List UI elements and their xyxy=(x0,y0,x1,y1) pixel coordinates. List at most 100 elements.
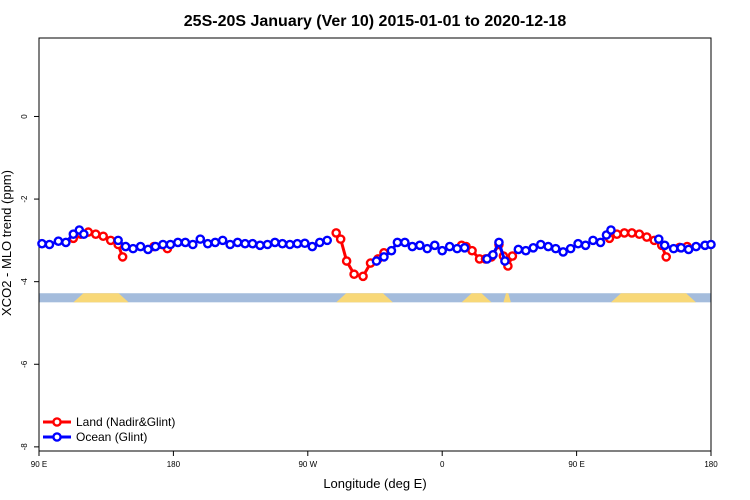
x-axis-label: Longitude (deg E) xyxy=(323,476,426,491)
y-tick-label: -6 xyxy=(20,360,29,368)
data-point xyxy=(371,256,382,266)
data-point xyxy=(358,271,368,282)
data-point xyxy=(595,237,606,248)
series-ocean xyxy=(37,225,716,266)
data-point xyxy=(400,237,410,248)
data-point xyxy=(79,229,89,239)
data-point xyxy=(195,234,206,244)
data-point xyxy=(262,239,273,250)
data-point xyxy=(232,237,243,248)
data-point xyxy=(341,256,352,266)
data-point xyxy=(61,237,71,248)
data-point xyxy=(488,250,498,260)
data-point xyxy=(349,269,359,280)
data-point xyxy=(550,243,561,254)
data-point xyxy=(225,239,235,250)
data-point xyxy=(120,241,131,252)
data-point xyxy=(653,234,664,244)
data-point xyxy=(444,241,455,252)
data-point xyxy=(437,245,448,256)
data-point xyxy=(659,240,670,251)
data-point xyxy=(386,245,397,256)
data-point xyxy=(210,237,221,248)
data-point xyxy=(580,240,591,251)
data-point xyxy=(558,247,568,257)
legend-label: Ocean (Glint) xyxy=(76,430,147,444)
data-point xyxy=(331,228,341,238)
legend-label: Land (Nadir&Glint) xyxy=(76,415,175,429)
data-point xyxy=(113,235,123,246)
data-point xyxy=(240,238,250,249)
data-point xyxy=(706,239,716,250)
data-point xyxy=(37,238,47,249)
x-tick-label: 90 E xyxy=(31,460,47,469)
land-region-1 xyxy=(73,293,129,303)
data-point xyxy=(535,239,546,250)
data-point xyxy=(128,243,138,254)
data-point xyxy=(627,228,637,238)
x-tick-label: 180 xyxy=(704,460,718,469)
chart-title: 25S-20S January (Ver 10) 2015-01-01 to 2… xyxy=(184,13,567,30)
y-tick-label: 0 xyxy=(20,114,29,119)
data-point xyxy=(507,251,518,261)
land-region-4 xyxy=(503,293,511,303)
data-point xyxy=(500,256,510,266)
data-point xyxy=(165,239,176,250)
data-point xyxy=(180,237,191,248)
data-point xyxy=(588,235,598,246)
x-tick-label: 90 W xyxy=(298,460,317,469)
data-point xyxy=(255,240,265,251)
data-point xyxy=(105,235,116,246)
data-point xyxy=(98,231,109,242)
data-point xyxy=(668,243,679,254)
land-region-5 xyxy=(610,293,697,303)
data-point xyxy=(641,232,652,242)
data-point xyxy=(573,238,583,249)
data-point xyxy=(379,252,389,262)
data-point xyxy=(285,239,295,250)
surface-band xyxy=(39,293,711,303)
data-point xyxy=(619,228,630,238)
data-point xyxy=(314,237,325,248)
data-point xyxy=(135,241,146,252)
data-point xyxy=(90,229,101,239)
data-point xyxy=(292,238,303,249)
y-tick-label: -8 xyxy=(20,443,29,451)
x-tick-label: 180 xyxy=(167,460,181,469)
x-tick-label: 0 xyxy=(440,460,445,469)
y-tick-label: -2 xyxy=(20,195,29,203)
data-point xyxy=(335,234,346,244)
data-point xyxy=(661,252,672,262)
x-tick-label: 90 E xyxy=(568,460,584,469)
data-point xyxy=(414,240,425,251)
legend-marker xyxy=(52,432,62,442)
data-point xyxy=(452,243,462,254)
y-axis-label: XCO2 - MLO trend (ppm) xyxy=(0,170,14,316)
data-point xyxy=(606,225,616,235)
data-point xyxy=(117,252,128,262)
data-point xyxy=(459,243,470,253)
legend: Land (Nadir&Glint)Ocean (Glint) xyxy=(43,415,175,444)
data-point xyxy=(543,241,554,252)
data-point xyxy=(44,239,55,250)
data-point xyxy=(158,239,168,250)
land-region-2 xyxy=(336,293,393,303)
land-region-3 xyxy=(461,293,492,303)
legend-marker xyxy=(52,417,62,427)
data-point xyxy=(407,241,418,252)
series-layer xyxy=(37,225,716,282)
data-point xyxy=(494,237,504,248)
y-tick-label: -4 xyxy=(20,278,29,286)
data-point xyxy=(150,241,161,252)
data-point xyxy=(53,236,64,246)
data-point xyxy=(143,244,153,255)
data-point xyxy=(429,240,440,251)
data-point xyxy=(676,243,686,253)
data-point xyxy=(247,238,258,249)
data-point xyxy=(392,237,403,248)
data-point xyxy=(467,245,477,256)
data-point xyxy=(683,244,694,255)
data-point xyxy=(513,244,524,255)
data-point xyxy=(565,243,576,254)
